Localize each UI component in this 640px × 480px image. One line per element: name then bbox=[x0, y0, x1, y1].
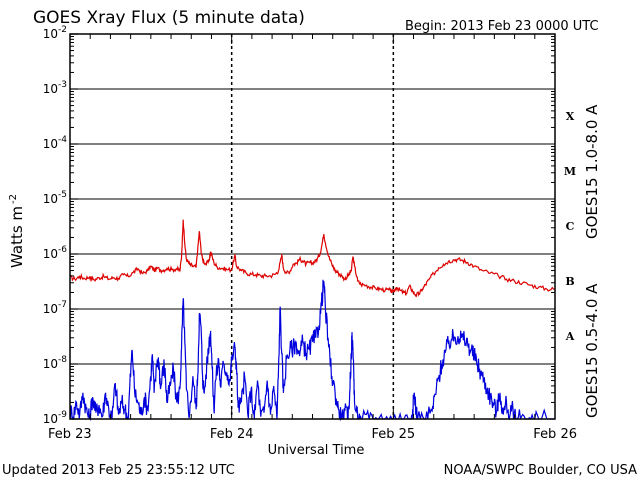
y-tick-label: 10-6 bbox=[43, 245, 68, 261]
y-tick-exp: -2 bbox=[58, 25, 67, 35]
x-tick-label: Feb 25 bbox=[371, 427, 415, 442]
flare-class-m: M bbox=[564, 165, 576, 178]
flare-class-a: A bbox=[565, 330, 575, 343]
y-tick-exp: -9 bbox=[58, 410, 67, 420]
series-line-0 bbox=[69, 219, 555, 298]
y-tick-label: 10-3 bbox=[43, 80, 67, 96]
series-line-1 bbox=[69, 279, 555, 422]
grid bbox=[70, 34, 555, 419]
y-tick-base: 10 bbox=[43, 82, 58, 96]
y-tick-label: 10-5 bbox=[43, 190, 67, 206]
y-tick-exp: -8 bbox=[58, 355, 67, 365]
y-tick-base: 10 bbox=[43, 192, 58, 206]
y-tick-base: 10 bbox=[43, 247, 58, 261]
chart-title: GOES Xray Flux (5 minute data) bbox=[33, 8, 305, 28]
y-tick-base: 10 bbox=[43, 27, 58, 41]
y-axis-label: Watts m -2 bbox=[8, 194, 26, 268]
y-tick-base: 10 bbox=[43, 137, 58, 151]
plot-frame bbox=[69, 33, 556, 420]
y-tick-exp: -4 bbox=[58, 135, 67, 145]
y-tick-exp: -6 bbox=[58, 245, 67, 255]
y-tick-label: 10-4 bbox=[43, 135, 68, 151]
flare-class-x: X bbox=[566, 110, 575, 123]
y-tick-label: 10-8 bbox=[43, 355, 68, 371]
y-axis: 10-210-310-410-510-610-710-810-9 bbox=[43, 25, 555, 426]
x-axis: Feb 23 Feb 24 Feb 25 Feb 26 bbox=[48, 34, 577, 442]
x-tick-label: Feb 26 bbox=[533, 427, 577, 442]
y-tick-label: 10-7 bbox=[43, 300, 67, 316]
y-tick-base: 10 bbox=[43, 302, 58, 316]
x-tick-label: Feb 24 bbox=[210, 427, 254, 442]
y-tick-base: 10 bbox=[43, 357, 58, 371]
y-axis-label-base: Watts m bbox=[8, 206, 26, 268]
begin-label: Begin: 2013 Feb 23 0000 UTC bbox=[405, 19, 599, 34]
series-layer bbox=[69, 219, 555, 422]
x-axis-label: Universal Time bbox=[268, 443, 365, 458]
series-label-short: GOES15 0.5-4.0 A bbox=[583, 283, 601, 418]
y-tick-exp: -5 bbox=[58, 190, 67, 200]
flare-class-b: B bbox=[565, 275, 574, 288]
y-tick-exp: -7 bbox=[58, 300, 67, 310]
credit-label: NOAA/SWPC Boulder, CO USA bbox=[444, 463, 637, 478]
series-label-long: GOES15 1.0-8.0 A bbox=[583, 104, 601, 239]
y-axis-label-exp: -2 bbox=[8, 194, 19, 204]
x-tick-label: Feb 23 bbox=[48, 427, 92, 442]
updated-timestamp: Updated 2013 Feb 25 23:55:12 UTC bbox=[2, 463, 235, 478]
flare-class-labels: X M C B A bbox=[564, 110, 576, 343]
y-tick-base: 10 bbox=[43, 412, 58, 426]
y-tick-exp: -3 bbox=[58, 80, 67, 90]
y-tick-label: 10-2 bbox=[43, 25, 67, 41]
flare-class-c: C bbox=[566, 220, 575, 233]
y-tick-label: 10-9 bbox=[43, 410, 68, 426]
